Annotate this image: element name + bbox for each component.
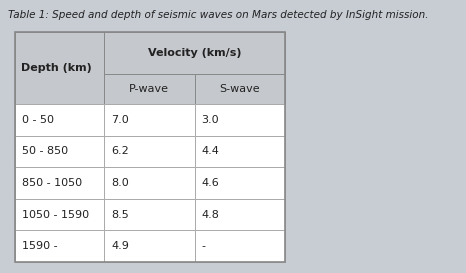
- Text: 1590 -: 1590 -: [22, 241, 58, 251]
- Bar: [15, 230, 104, 262]
- Text: 6.2: 6.2: [111, 146, 129, 156]
- Text: -: -: [202, 241, 206, 251]
- Text: Velocity (km/s): Velocity (km/s): [148, 48, 241, 58]
- Bar: [194, 104, 285, 136]
- Bar: [194, 167, 285, 199]
- Text: 8.5: 8.5: [111, 210, 129, 219]
- Bar: [194, 199, 285, 230]
- Text: 8.0: 8.0: [111, 178, 129, 188]
- Text: 50 - 850: 50 - 850: [22, 146, 68, 156]
- Text: 850 - 1050: 850 - 1050: [22, 178, 82, 188]
- Bar: [104, 104, 194, 136]
- Bar: [194, 136, 285, 167]
- Bar: [104, 32, 285, 74]
- Bar: [194, 230, 285, 262]
- Bar: [15, 104, 104, 136]
- Bar: [104, 199, 194, 230]
- Bar: [15, 32, 285, 262]
- Bar: [15, 136, 104, 167]
- Text: 4.4: 4.4: [202, 146, 219, 156]
- Text: 4.6: 4.6: [202, 178, 219, 188]
- Text: P-wave: P-wave: [130, 84, 169, 94]
- Text: 3.0: 3.0: [202, 115, 219, 125]
- Text: S-wave: S-wave: [219, 84, 260, 94]
- Text: 0 - 50: 0 - 50: [22, 115, 54, 125]
- Text: 7.0: 7.0: [111, 115, 129, 125]
- Bar: [104, 230, 194, 262]
- Text: Table 1: Speed and depth of seismic waves on Mars detected by InSight mission.: Table 1: Speed and depth of seismic wave…: [8, 10, 429, 20]
- Text: 4.8: 4.8: [202, 210, 219, 219]
- Text: 4.9: 4.9: [111, 241, 129, 251]
- Bar: [104, 74, 194, 104]
- Bar: [194, 74, 285, 104]
- Text: Depth (km): Depth (km): [21, 63, 92, 73]
- Bar: [15, 199, 104, 230]
- Text: 1050 - 1590: 1050 - 1590: [22, 210, 89, 219]
- Bar: [104, 136, 194, 167]
- Bar: [15, 167, 104, 199]
- Bar: [104, 167, 194, 199]
- Bar: [15, 32, 104, 104]
